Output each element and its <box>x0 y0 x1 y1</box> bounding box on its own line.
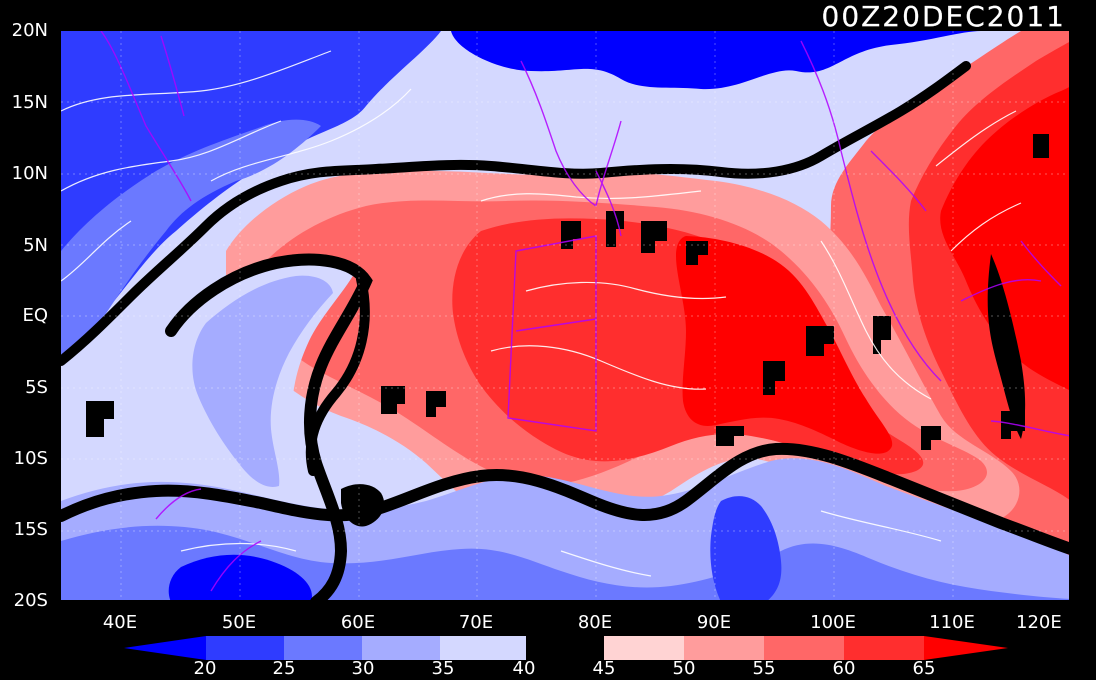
timestamp-label: 00Z20DEC2011 <box>821 0 1066 33</box>
central-black-contour <box>305 274 370 476</box>
colorbar-label-65: 65 <box>912 658 936 679</box>
colorbar-swatch-6 <box>604 636 684 660</box>
lon-label-120e: 120E <box>1016 612 1062 633</box>
colorbar-swatch-1 <box>206 636 284 660</box>
southern-blue-deeper <box>61 525 1069 600</box>
cloud-mask-patches <box>86 134 1049 527</box>
colorbar-label-35: 35 <box>431 658 455 679</box>
lon-label-80e: 80E <box>577 612 613 633</box>
lat-label-5n: 5N <box>23 235 48 256</box>
contour-map <box>61 31 1069 600</box>
upper-blue-mid <box>61 31 441 361</box>
lat-label-15n: 15N <box>11 92 48 113</box>
colorbar-swatch-2 <box>284 636 362 660</box>
lat-label-eq: EQ <box>22 305 48 326</box>
southern-blue-channel <box>710 496 782 600</box>
southern-blue-bright <box>168 554 312 600</box>
lon-label-40e: 40E <box>102 612 138 633</box>
lat-label-20s: 20S <box>13 590 48 611</box>
colorbar <box>124 636 1008 660</box>
colorbar-swatch-9 <box>844 636 924 660</box>
west-cool-lobe-blue <box>192 275 333 487</box>
upper-right-red-bright <box>940 87 1069 391</box>
lat-label-10n: 10N <box>11 163 48 184</box>
colorbar-swatch-5 <box>526 636 604 660</box>
northern-black-contour <box>61 61 971 366</box>
colorbar-label-50: 50 <box>672 658 696 679</box>
lon-label-50e: 50E <box>221 612 257 633</box>
coastlines <box>100 31 1069 592</box>
colorbar-label-25: 25 <box>272 658 296 679</box>
lat-label-10s: 10S <box>13 448 48 469</box>
southern-black-contour <box>61 442 1069 555</box>
colorbar-label-55: 55 <box>752 658 776 679</box>
lon-label-60e: 60E <box>340 612 376 633</box>
colorbar-swatch-3 <box>362 636 440 660</box>
lon-label-110e: 110E <box>929 612 975 633</box>
colorbar-swatch-10 <box>924 636 1008 660</box>
map-panel <box>60 30 1070 601</box>
lon-label-70e: 70E <box>458 612 494 633</box>
lon-label-100e: 100E <box>810 612 856 633</box>
west-black-contour <box>165 253 373 600</box>
lat-label-20n: 20N <box>11 20 48 41</box>
colorbar-label-20: 20 <box>193 658 217 679</box>
central-red-bright <box>676 236 893 454</box>
colorbar-label-40: 40 <box>512 658 536 679</box>
colorbar-label-60: 60 <box>832 658 856 679</box>
lat-lon-grid <box>61 31 1069 600</box>
lat-label-5s: 5S <box>25 377 48 398</box>
lat-label-15s: 15S <box>13 519 48 540</box>
colorbar-label-45: 45 <box>592 658 616 679</box>
colorbar-label-30: 30 <box>351 658 375 679</box>
colorbar-swatch-4 <box>440 636 526 660</box>
white-contours <box>61 50 1022 577</box>
colorbar-swatch-8 <box>764 636 844 660</box>
colorbar-swatch-7 <box>684 636 764 660</box>
upper-blue-region <box>61 31 981 90</box>
colorbar-swatch-0 <box>124 636 206 660</box>
lon-label-90e: 90E <box>696 612 732 633</box>
